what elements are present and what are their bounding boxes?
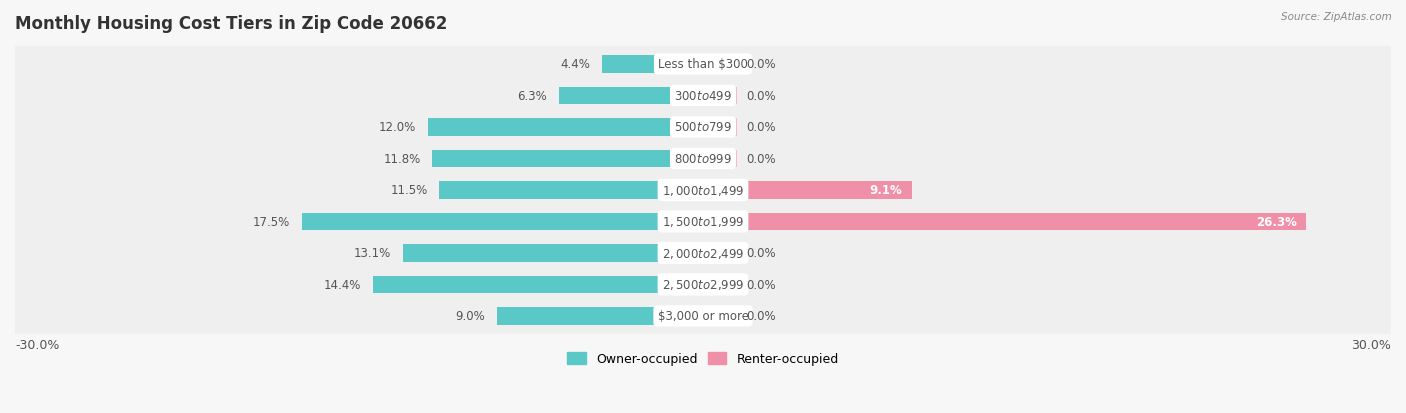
FancyBboxPatch shape	[11, 204, 1395, 240]
Bar	[703, 119, 737, 136]
Text: $3,000 or more: $3,000 or more	[658, 310, 748, 323]
Bar	[602, 56, 703, 74]
Bar	[427, 119, 703, 136]
Text: $300 to $499: $300 to $499	[673, 90, 733, 103]
Legend: Owner-occupied, Renter-occupied: Owner-occupied, Renter-occupied	[562, 347, 844, 370]
Text: 11.5%: 11.5%	[391, 184, 427, 197]
FancyBboxPatch shape	[11, 47, 1395, 83]
Text: 0.0%: 0.0%	[747, 90, 776, 103]
Bar	[703, 308, 737, 325]
FancyBboxPatch shape	[11, 109, 1395, 146]
Bar	[703, 88, 737, 105]
Text: $2,500 to $2,999: $2,500 to $2,999	[662, 278, 744, 292]
Text: 0.0%: 0.0%	[747, 121, 776, 134]
Text: 0.0%: 0.0%	[747, 278, 776, 291]
Bar	[703, 276, 737, 293]
Text: 14.4%: 14.4%	[323, 278, 361, 291]
Text: Less than $300: Less than $300	[658, 58, 748, 71]
Text: $1,500 to $1,999: $1,500 to $1,999	[662, 215, 744, 229]
Bar	[703, 56, 737, 74]
Bar	[558, 88, 703, 105]
FancyBboxPatch shape	[11, 298, 1395, 334]
Text: 9.1%: 9.1%	[870, 184, 903, 197]
FancyBboxPatch shape	[11, 78, 1395, 114]
Text: 12.0%: 12.0%	[380, 121, 416, 134]
Text: 17.5%: 17.5%	[253, 216, 290, 228]
Bar	[703, 150, 737, 168]
FancyBboxPatch shape	[11, 235, 1395, 271]
Text: -30.0%: -30.0%	[15, 338, 59, 351]
Text: 30.0%: 30.0%	[1351, 338, 1391, 351]
Text: 9.0%: 9.0%	[456, 310, 485, 323]
Text: $500 to $799: $500 to $799	[673, 121, 733, 134]
Bar	[373, 276, 703, 293]
Bar	[703, 244, 737, 262]
Bar	[703, 213, 1306, 230]
Text: $2,000 to $2,499: $2,000 to $2,499	[662, 246, 744, 260]
Bar	[703, 182, 911, 199]
Bar	[496, 308, 703, 325]
Text: 4.4%: 4.4%	[561, 58, 591, 71]
Text: Source: ZipAtlas.com: Source: ZipAtlas.com	[1281, 12, 1392, 22]
Text: 0.0%: 0.0%	[747, 152, 776, 166]
Text: 0.0%: 0.0%	[747, 58, 776, 71]
Text: 11.8%: 11.8%	[384, 152, 420, 166]
Text: $800 to $999: $800 to $999	[673, 152, 733, 166]
Bar	[302, 213, 703, 230]
FancyBboxPatch shape	[11, 267, 1395, 303]
FancyBboxPatch shape	[11, 172, 1395, 209]
Text: 0.0%: 0.0%	[747, 310, 776, 323]
Text: 26.3%: 26.3%	[1256, 216, 1296, 228]
Bar	[433, 150, 703, 168]
Text: 6.3%: 6.3%	[517, 90, 547, 103]
Bar	[402, 244, 703, 262]
Text: $1,000 to $1,499: $1,000 to $1,499	[662, 183, 744, 197]
FancyBboxPatch shape	[11, 141, 1395, 177]
Bar	[439, 182, 703, 199]
Text: 13.1%: 13.1%	[354, 247, 391, 260]
Text: 0.0%: 0.0%	[747, 247, 776, 260]
Text: Monthly Housing Cost Tiers in Zip Code 20662: Monthly Housing Cost Tiers in Zip Code 2…	[15, 15, 447, 33]
